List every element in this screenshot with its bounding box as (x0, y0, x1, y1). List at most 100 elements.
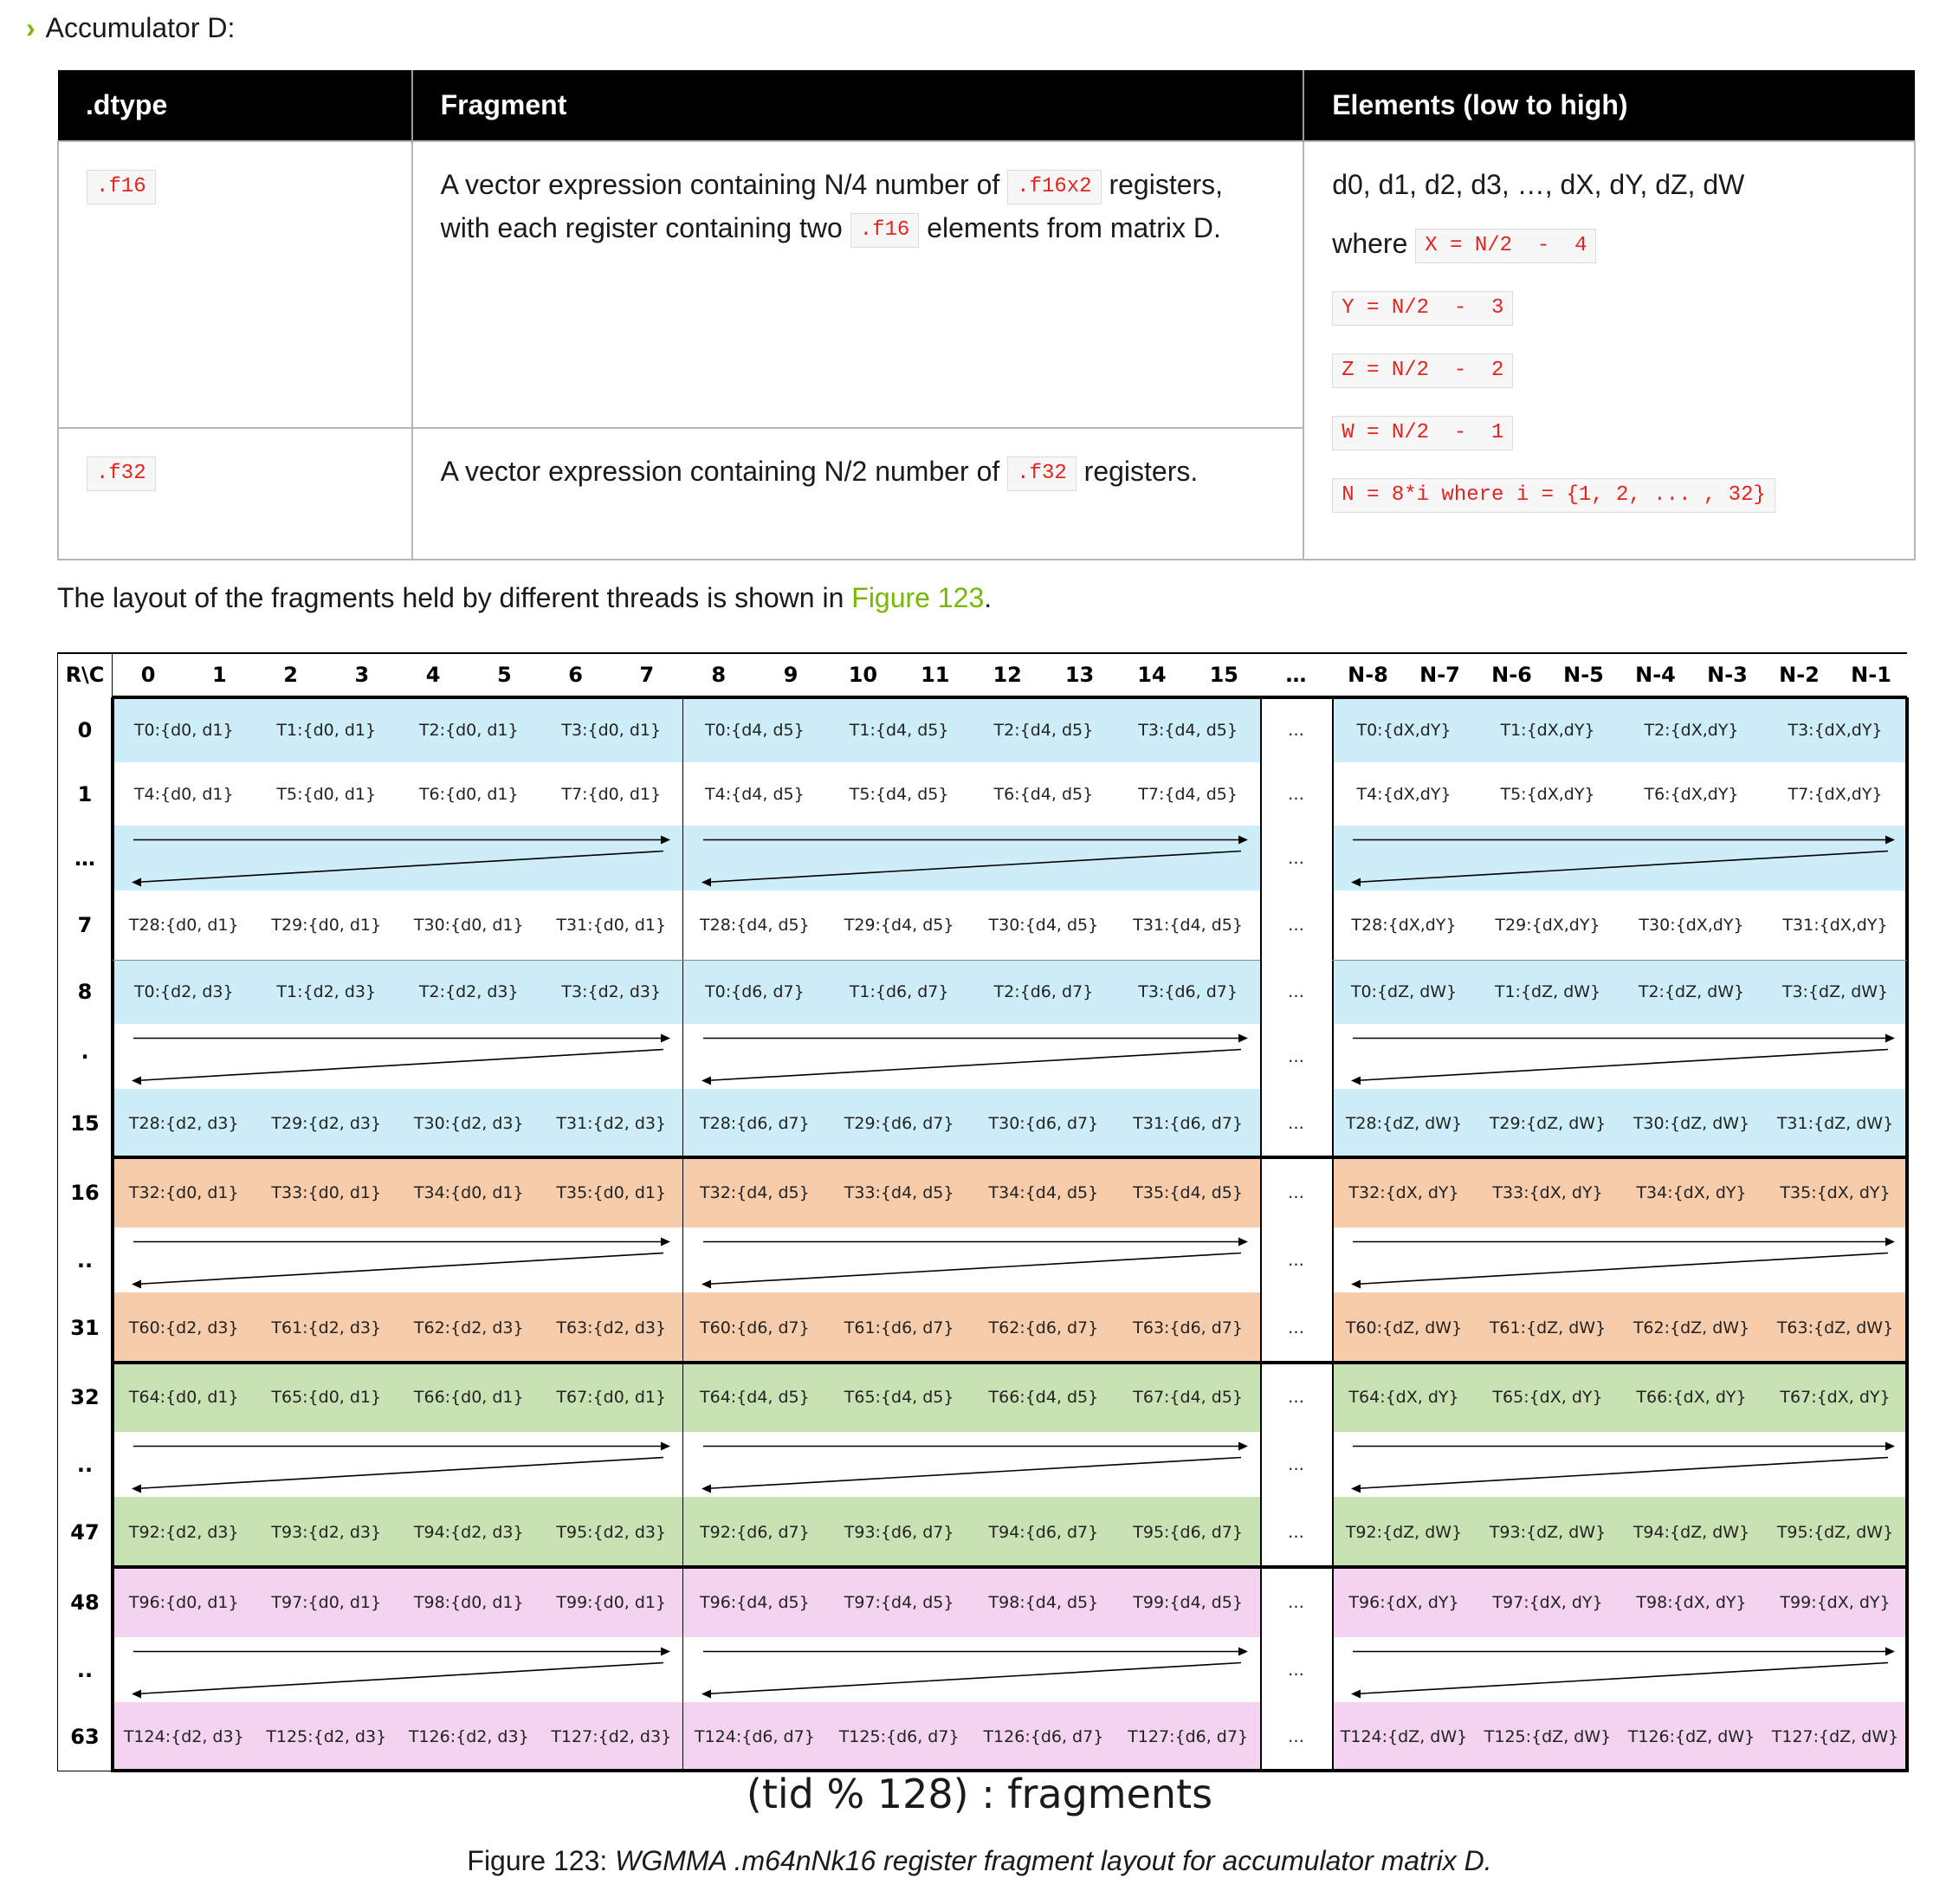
figure-caption-label: Figure 123: (467, 1845, 616, 1876)
fragment-cell: T29:{dZ, dW} (1489, 1113, 1607, 1133)
fragment-cell: T33:{d0, d1} (271, 1182, 382, 1202)
fragment-cell: T28:{d6, d7} (700, 1113, 810, 1133)
fragment-cell: T30:{d0, d1} (413, 916, 524, 935)
ellipsis-cell: … (1288, 1113, 1304, 1133)
row-label: .. (76, 1452, 94, 1477)
fragment-cell: T96:{d0, d1} (128, 1592, 239, 1612)
fragment-cell: T95:{dZ, dW} (1776, 1522, 1894, 1542)
fragment-cell: T31:{d2, d3} (556, 1113, 667, 1133)
fragment-cell: T99:{d0, d1} (556, 1592, 667, 1612)
column-header: N-5 (1563, 663, 1604, 687)
arrow-back-line (134, 850, 664, 884)
fragment-cell: T30:{dZ, dW} (1632, 1113, 1750, 1133)
figure-link[interactable]: Figure 123 (851, 582, 985, 613)
corner-label: R\C (65, 663, 105, 687)
fragment-cell: T6:{d4, d5} (993, 784, 1094, 804)
arrow-right-head (661, 835, 670, 845)
fragment-cell: T5:{d4, d5} (849, 784, 949, 804)
ellipsis-cell: … (1288, 916, 1304, 935)
fragment-cell: T60:{d6, d7} (700, 1318, 810, 1337)
grid-outer-left (57, 652, 58, 1771)
fragment-cell: T1:{d0, d1} (276, 720, 377, 740)
fragment-cell: T3:{d2, d3} (561, 982, 662, 1001)
arrow-left-head (1351, 1279, 1361, 1289)
header-fragment: Fragment (411, 70, 1305, 141)
fragment-cell: T4:{d0, d1} (133, 784, 234, 804)
arrow-back-line (1354, 1661, 1889, 1695)
warp-group-rule (113, 1156, 1907, 1159)
column-header: 12 (992, 663, 1022, 687)
arrow-left-head (1351, 1689, 1361, 1699)
fragment-cell: T31:{dX,dY} (1782, 916, 1888, 935)
zigzag-arrow (701, 1033, 1248, 1085)
chevron-right-icon[interactable]: › (26, 12, 36, 43)
layout-sentence: The layout of the fragments held by diff… (57, 582, 992, 614)
ellipsis-cell: … (1288, 1250, 1304, 1270)
fragment-cell: T63:{dZ, dW} (1776, 1318, 1894, 1337)
ellipsis-divider-right (1332, 697, 1334, 1771)
arrow-right-head (1238, 835, 1248, 845)
fragment-cell: T29:{d6, d7} (844, 1113, 954, 1133)
arrow-right-head (1885, 1237, 1895, 1247)
arrow-back-line (134, 1252, 664, 1286)
fragment-cell: T65:{dX, dY} (1492, 1388, 1603, 1407)
fragment-cell: T29:{d0, d1} (271, 916, 382, 935)
column-header: 11 (921, 663, 950, 687)
ellipsis-divider-left (1260, 697, 1262, 1771)
column-header: N-7 (1419, 663, 1460, 687)
column-header: 3 (354, 663, 370, 687)
fragment-cell: T97:{d4, d5} (844, 1592, 954, 1612)
fragment-cell: T32:{dX, dY} (1348, 1182, 1459, 1202)
dtype-cell: .f32 (57, 427, 413, 560)
fragment-cell: T31:{dZ, dW} (1776, 1113, 1894, 1133)
fragment-cell: T93:{dZ, dW} (1489, 1522, 1607, 1542)
figure-caption: Figure 123: WGMMA .m64nNk16 register fra… (0, 1845, 1959, 1877)
block-divider-ab (682, 697, 683, 1771)
arrow-back-line (134, 1661, 664, 1695)
fragment-cell: T64:{d0, d1} (128, 1388, 239, 1407)
fragment-cell: T67:{d4, d5} (1133, 1388, 1243, 1407)
row-label: .. (76, 1657, 94, 1682)
column-header: 9 (783, 663, 798, 687)
fragment-cell: T0:{d0, d1} (133, 720, 234, 740)
arrow-right-head (1238, 1647, 1248, 1656)
fragment-cell: T61:{d2, d3} (271, 1318, 382, 1337)
elements-cell: d0, d1, d2, d3, …, dX, dY, dZ, dW where … (1303, 140, 1916, 560)
z-definition: Z = N/2 - 2 (1332, 353, 1514, 388)
fragment-cell: T99:{d4, d5} (1133, 1592, 1243, 1612)
row-band-blue (113, 960, 1907, 1024)
row-band-pink (113, 1567, 1907, 1637)
fragment-code: .f32 (1007, 456, 1076, 491)
fragment-cell: T6:{d0, d1} (418, 784, 519, 804)
fragment-cell: T97:{dX, dY} (1492, 1592, 1603, 1612)
row-label: · (81, 1044, 89, 1069)
fragment-cell: T124:{dZ, dW} (1340, 1726, 1468, 1746)
arrow-right-head (1885, 1441, 1895, 1451)
fragment-cell: T35:{d0, d1} (556, 1182, 667, 1202)
fragment-cell: T62:{d6, d7} (988, 1318, 1099, 1337)
fragment-cell: T35:{d4, d5} (1133, 1182, 1243, 1202)
fragment-cell: T0:{dZ, dW} (1350, 982, 1458, 1001)
fragment-cell: T30:{d4, d5} (988, 916, 1099, 935)
block-right (1905, 697, 1909, 1772)
arrow-back-line (134, 1456, 664, 1490)
arrow-left-head (701, 878, 711, 887)
row-band-blue (113, 1089, 1907, 1157)
w-definition: W = N/2 - 1 (1332, 415, 1514, 450)
fragment-code: .f16 (850, 212, 920, 248)
fragment-cell: T2:{d6, d7} (993, 982, 1094, 1001)
fragment-cell: T30:{dX,dY} (1639, 916, 1744, 935)
fragment-cell: T34:{dX, dY} (1636, 1182, 1747, 1202)
fragment-cell: T3:{d0, d1} (561, 720, 662, 740)
row-label: 16 (70, 1180, 100, 1205)
header-dtype: .dtype (58, 70, 413, 141)
fragment-cell: T28:{d2, d3} (128, 1113, 239, 1133)
zigzag-arrow (701, 1647, 1248, 1699)
fragment-cell: T7:{d4, d5} (1138, 784, 1238, 804)
fragment-cell: T64:{dX, dY} (1348, 1388, 1459, 1407)
fragment-cell: T28:{dX,dY} (1351, 916, 1457, 935)
arrow-right-head (661, 1033, 670, 1043)
fragment-cell: T1:{d6, d7} (849, 982, 949, 1001)
ellipsis-column (1260, 697, 1332, 1771)
arrow-left-head (132, 878, 141, 887)
